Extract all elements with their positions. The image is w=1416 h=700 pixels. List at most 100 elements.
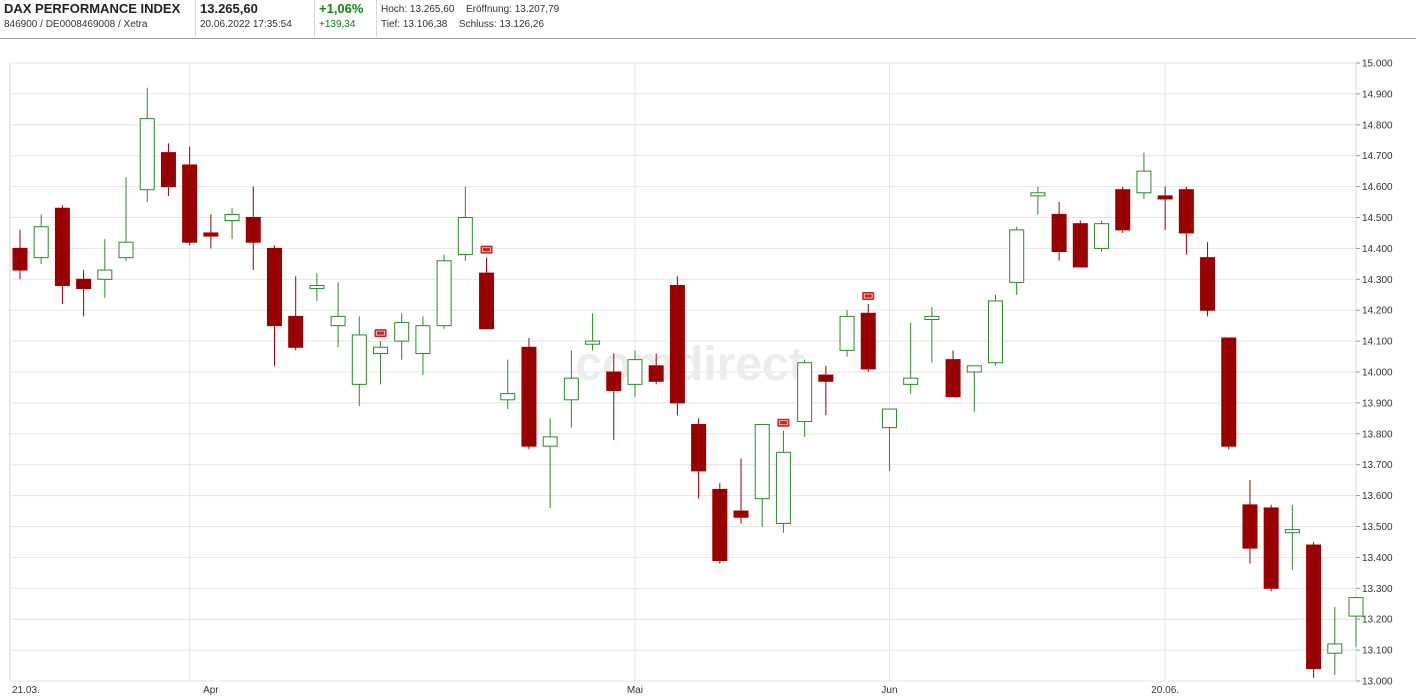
candle-body	[1178, 189, 1194, 234]
candle	[436, 254, 452, 329]
candle-body	[839, 315, 855, 351]
candle	[139, 87, 155, 203]
y-tick-label: 13.600	[1362, 491, 1393, 502]
candle-body	[987, 300, 1003, 364]
instrument-identifier: 846900 / DE0008469008 / Xetra	[4, 19, 148, 30]
candle	[12, 229, 28, 280]
candle-body	[966, 365, 982, 373]
candle-body	[330, 315, 346, 327]
event-marker-icon[interactable]	[862, 292, 875, 301]
candle	[1242, 480, 1258, 564]
event-marker-glyph	[376, 330, 385, 336]
candle	[966, 365, 982, 413]
candle-body	[500, 393, 516, 401]
candle	[712, 483, 728, 564]
y-tick-label: 14.600	[1362, 182, 1393, 193]
candle	[160, 143, 176, 196]
candle-body	[818, 374, 834, 382]
candle-body	[479, 272, 495, 330]
candle-body	[139, 118, 155, 191]
close-value: 13.126,26	[499, 19, 545, 30]
y-tick-label: 13.900	[1362, 398, 1393, 409]
candle	[1221, 337, 1237, 450]
candle	[754, 424, 770, 527]
candle-body	[903, 377, 919, 385]
x-tick-label: 21.03.	[12, 685, 40, 696]
candle	[924, 307, 940, 363]
candle-body	[1051, 213, 1067, 252]
candle-body	[733, 510, 749, 518]
change-percent: +1,06%	[319, 1, 364, 16]
candle-body	[606, 371, 622, 392]
candle	[457, 186, 473, 261]
candle	[97, 239, 113, 298]
candle-body	[1348, 597, 1364, 617]
candle	[373, 341, 389, 385]
candle-body	[1221, 337, 1237, 447]
ohlc-row-2: Tief: 13.106,38 Schluss: 13.126,26	[381, 19, 544, 30]
candle	[245, 186, 261, 271]
candle-body	[1030, 192, 1046, 197]
y-tick-label: 14.500	[1362, 213, 1393, 224]
candle-body	[394, 322, 410, 342]
candle-body	[182, 164, 198, 243]
candlestick-chart[interactable]: comdirect 13.00013.10013.20013.30013.400…	[0, 40, 1416, 700]
candle-body	[585, 340, 601, 345]
candle	[288, 276, 304, 351]
y-tick-label: 13.000	[1362, 677, 1393, 688]
candle	[521, 338, 537, 450]
candle-body	[797, 362, 813, 422]
open-label: Eröffnung:	[465, 4, 512, 15]
y-tick-label: 13.100	[1362, 646, 1393, 657]
y-tick-label: 14.800	[1362, 120, 1393, 131]
candle	[309, 273, 325, 301]
candle	[266, 245, 282, 366]
candle	[394, 313, 410, 360]
candle-body	[54, 207, 70, 286]
candle	[1284, 504, 1300, 570]
candle	[415, 316, 431, 376]
y-tick-label: 13.500	[1362, 522, 1393, 533]
quote-header: DAX PERFORMANCE INDEX 846900 / DE0008469…	[0, 0, 1416, 39]
y-tick-label: 14.700	[1362, 151, 1393, 162]
candle	[33, 214, 49, 264]
x-axis: 21.03. Apr Mai Jun 20.06.	[12, 685, 1179, 696]
candle	[1327, 606, 1343, 675]
candle-body	[1242, 504, 1258, 549]
ohlc-row-1: Hoch: 13.265,60 Eröffnung: 13.207,79	[381, 4, 559, 15]
high-label: Hoch:	[381, 4, 408, 15]
candle	[182, 146, 198, 246]
price-cell: 13.265,60 20.06.2022 17:35:54	[196, 0, 315, 37]
candle-body	[118, 241, 134, 259]
y-tick-label: 13.300	[1362, 584, 1393, 595]
candle-body	[924, 315, 940, 320]
candle-body	[521, 346, 537, 447]
instrument-cell: DAX PERFORMANCE INDEX 846900 / DE0008469…	[0, 0, 196, 37]
y-tick-label: 14.200	[1362, 306, 1393, 317]
candle-body	[1115, 189, 1131, 231]
candle-body	[203, 232, 219, 237]
candle	[1348, 597, 1364, 648]
event-marker-icon[interactable]	[374, 329, 387, 338]
candle-body	[1094, 223, 1110, 249]
change-cell: +1,06% +139,34	[315, 0, 377, 37]
event-marker-glyph	[779, 420, 788, 426]
y-tick-label: 14.100	[1362, 337, 1393, 348]
candle	[1157, 186, 1173, 230]
event-marker-glyph	[482, 247, 491, 253]
y-tick-label: 13.800	[1362, 429, 1393, 440]
candle-body	[1072, 223, 1088, 268]
y-tick-label: 14.300	[1362, 275, 1393, 286]
candle-body	[373, 346, 389, 354]
candle-body	[669, 284, 685, 404]
high-value: 13.265,60	[409, 4, 455, 15]
candle	[1200, 242, 1216, 317]
x-tick-label: Jun	[881, 685, 897, 696]
candle	[627, 350, 643, 397]
event-marker-icon[interactable]	[480, 245, 493, 254]
candle	[733, 458, 749, 524]
candle	[860, 304, 876, 372]
change-absolute: +139,34	[319, 19, 356, 30]
candle	[839, 310, 855, 357]
event-marker-icon[interactable]	[777, 418, 790, 427]
